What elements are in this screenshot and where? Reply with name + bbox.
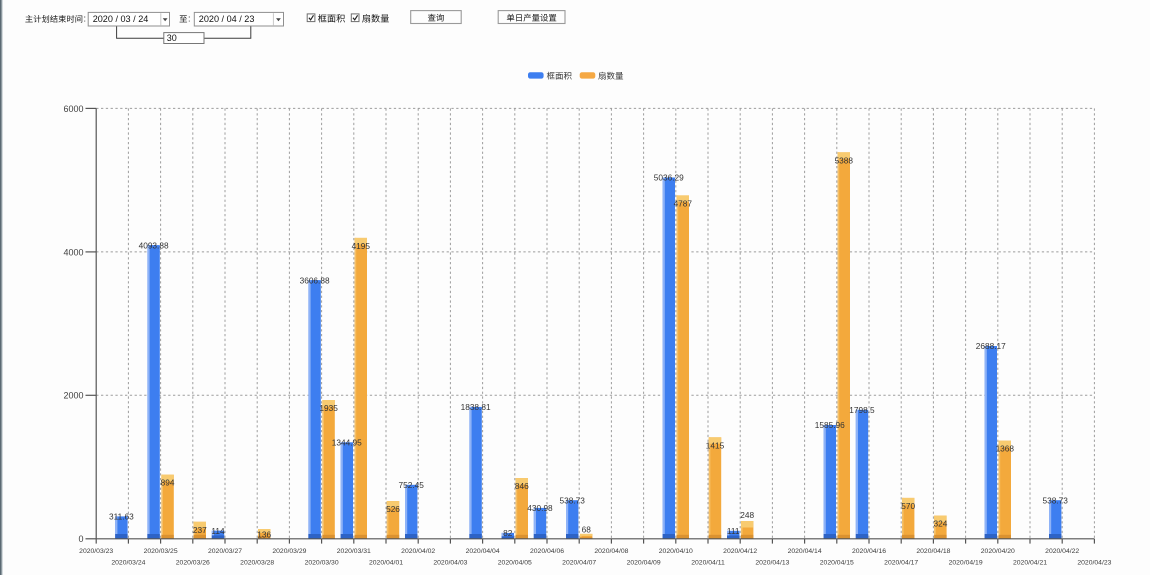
svg-text:2000: 2000 [63,391,83,401]
svg-text:2020/04/05: 2020/04/05 [498,559,532,566]
svg-text:2020/04/12: 2020/04/12 [723,548,757,555]
svg-text:570: 570 [901,501,915,511]
svg-text:4000: 4000 [63,247,83,257]
svg-text:4787: 4787 [674,198,693,208]
svg-text:2020/04/18: 2020/04/18 [916,548,950,555]
svg-text:114: 114 [211,526,225,536]
svg-text:2020/04/21: 2020/04/21 [1013,559,1047,566]
svg-text:2020/04/20: 2020/04/20 [981,548,1015,555]
svg-text:2020/04/15: 2020/04/15 [820,559,854,566]
svg-text:2020/03/28: 2020/03/28 [240,559,274,566]
svg-text:526: 526 [386,504,400,514]
svg-text:237: 237 [193,525,207,535]
svg-text::: : [188,14,191,24]
svg-text:6000: 6000 [63,104,83,114]
svg-text:2020/04/17: 2020/04/17 [884,559,918,566]
svg-text::: : [84,14,87,24]
svg-text:30: 30 [167,33,177,43]
svg-text:2020/04/03: 2020/04/03 [433,559,467,566]
svg-text:2020/03/30: 2020/03/30 [305,559,339,566]
svg-text:2020/03/31: 2020/03/31 [337,548,371,555]
svg-text:0: 0 [78,534,83,544]
svg-text:5036.29: 5036.29 [654,173,684,183]
svg-text:538.73: 538.73 [1043,495,1069,505]
svg-text:1798.5: 1798.5 [849,405,875,415]
svg-text:2020/03/26: 2020/03/26 [176,559,210,566]
svg-text:894: 894 [161,478,175,488]
svg-text:2020/03/24: 2020/03/24 [111,559,145,566]
svg-text:4195: 4195 [352,241,371,251]
svg-text:2020/04/09: 2020/04/09 [627,559,661,566]
svg-text:1415: 1415 [706,440,725,450]
svg-text:311.63: 311.63 [109,512,134,522]
svg-text:2020/04/06: 2020/04/06 [530,548,564,555]
svg-text:2020/04/19: 2020/04/19 [949,559,983,566]
svg-text:2020/04/13: 2020/04/13 [755,559,789,566]
svg-text:111: 111 [727,526,740,536]
svg-text:1838.81: 1838.81 [461,402,491,412]
svg-text:2020/04/07: 2020/04/07 [562,559,596,566]
svg-text:2020/04/23: 2020/04/23 [1077,559,1111,566]
svg-text:4093.88: 4093.88 [139,240,169,250]
svg-text:846: 846 [515,481,529,491]
svg-text:1585.96: 1585.96 [815,420,845,430]
svg-text:136: 136 [257,530,271,540]
svg-text:2020 / 04 / 23: 2020 / 04 / 23 [199,14,255,24]
svg-text:68: 68 [582,525,592,535]
svg-text:430.98: 430.98 [527,503,553,513]
svg-text:2020/04/14: 2020/04/14 [788,548,822,555]
svg-text:3606.88: 3606.88 [300,275,330,285]
svg-text:248: 248 [740,510,754,520]
svg-text:2020/04/08: 2020/04/08 [594,548,628,555]
svg-text:2020/03/23: 2020/03/23 [79,548,113,555]
svg-text:2020/04/16: 2020/04/16 [852,548,886,555]
svg-text:2020/04/11: 2020/04/11 [691,559,725,566]
svg-text:2020/03/27: 2020/03/27 [208,548,242,555]
svg-text:2020/04/02: 2020/04/02 [401,548,435,555]
svg-text:2020/04/04: 2020/04/04 [466,548,500,555]
svg-text:1344.95: 1344.95 [332,438,362,448]
svg-text:2020/04/22: 2020/04/22 [1045,548,1079,555]
svg-text:2020/03/25: 2020/03/25 [144,548,178,555]
svg-text:82: 82 [503,528,513,538]
svg-text:324: 324 [933,519,947,529]
svg-text:2020/04/01: 2020/04/01 [369,559,403,566]
svg-text:2020 / 03 / 24: 2020 / 03 / 24 [93,14,149,24]
svg-text:5388: 5388 [835,155,854,165]
svg-text:2020/03/29: 2020/03/29 [272,548,306,555]
svg-text:1935: 1935 [319,403,338,413]
svg-text:2020/04/10: 2020/04/10 [659,548,693,555]
svg-text:538.73: 538.73 [560,495,586,505]
svg-text:2688.17: 2688.17 [976,341,1006,351]
svg-text:1368: 1368 [996,444,1015,454]
svg-text:752.45: 752.45 [399,480,425,490]
